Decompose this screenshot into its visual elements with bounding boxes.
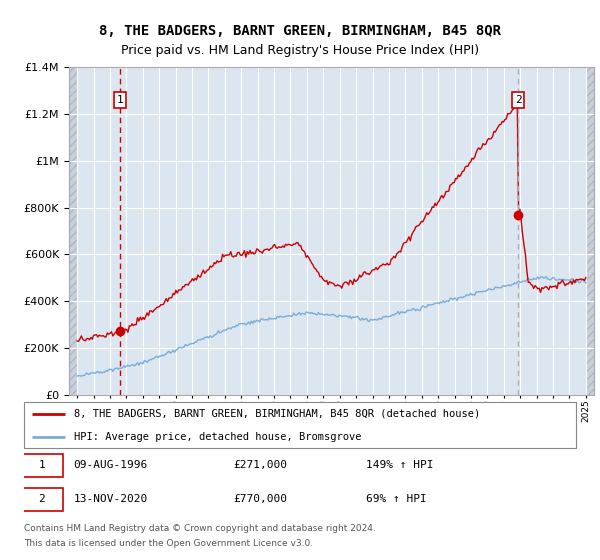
Text: £271,000: £271,000 bbox=[234, 460, 288, 470]
Text: 8, THE BADGERS, BARNT GREEN, BIRMINGHAM, B45 8QR: 8, THE BADGERS, BARNT GREEN, BIRMINGHAM,… bbox=[99, 24, 501, 38]
Bar bbox=[69, 67, 77, 395]
Text: 1: 1 bbox=[116, 95, 124, 105]
Text: 09-AUG-1996: 09-AUG-1996 bbox=[74, 460, 148, 470]
Text: 69% ↑ HPI: 69% ↑ HPI bbox=[366, 494, 427, 504]
Text: 1: 1 bbox=[38, 460, 45, 470]
FancyBboxPatch shape bbox=[21, 488, 62, 511]
Text: 149% ↑ HPI: 149% ↑ HPI bbox=[366, 460, 434, 470]
Text: 2: 2 bbox=[515, 95, 521, 105]
Text: HPI: Average price, detached house, Bromsgrove: HPI: Average price, detached house, Brom… bbox=[74, 432, 361, 441]
Text: Price paid vs. HM Land Registry's House Price Index (HPI): Price paid vs. HM Land Registry's House … bbox=[121, 44, 479, 57]
Text: Contains HM Land Registry data © Crown copyright and database right 2024.: Contains HM Land Registry data © Crown c… bbox=[24, 524, 376, 533]
Bar bbox=[586, 67, 594, 395]
Text: This data is licensed under the Open Government Licence v3.0.: This data is licensed under the Open Gov… bbox=[24, 539, 313, 548]
Text: 2: 2 bbox=[38, 494, 45, 504]
FancyBboxPatch shape bbox=[21, 454, 62, 477]
FancyBboxPatch shape bbox=[24, 402, 576, 448]
Text: 8, THE BADGERS, BARNT GREEN, BIRMINGHAM, B45 8QR (detached house): 8, THE BADGERS, BARNT GREEN, BIRMINGHAM,… bbox=[74, 409, 480, 418]
Text: £770,000: £770,000 bbox=[234, 494, 288, 504]
Text: 13-NOV-2020: 13-NOV-2020 bbox=[74, 494, 148, 504]
